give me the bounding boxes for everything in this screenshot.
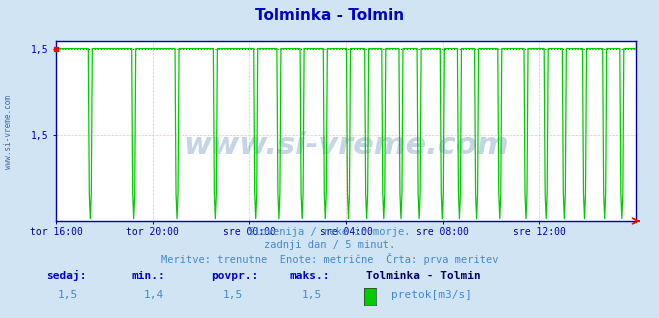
Text: povpr.:: povpr.: [211,272,258,281]
Text: pretok[m3/s]: pretok[m3/s] [391,290,472,300]
Text: Tolminka - Tolmin: Tolminka - Tolmin [366,272,480,281]
Text: Tolminka - Tolmin: Tolminka - Tolmin [255,8,404,23]
Text: zadnji dan / 5 minut.: zadnji dan / 5 minut. [264,240,395,250]
Text: www.si-vreme.com: www.si-vreme.com [183,131,509,160]
Text: 1,5: 1,5 [223,290,243,300]
Text: Meritve: trenutne  Enote: metrične  Črta: prva meritev: Meritve: trenutne Enote: metrične Črta: … [161,253,498,265]
Text: min.:: min.: [132,272,165,281]
Text: Slovenija / reke in morje.: Slovenija / reke in morje. [248,227,411,237]
Text: www.si-vreme.com: www.si-vreme.com [4,95,13,169]
Text: 1,4: 1,4 [144,290,164,300]
Text: 1,5: 1,5 [58,290,78,300]
Text: maks.:: maks.: [290,272,330,281]
Text: sedaj:: sedaj: [46,270,86,281]
Text: 1,5: 1,5 [302,290,322,300]
